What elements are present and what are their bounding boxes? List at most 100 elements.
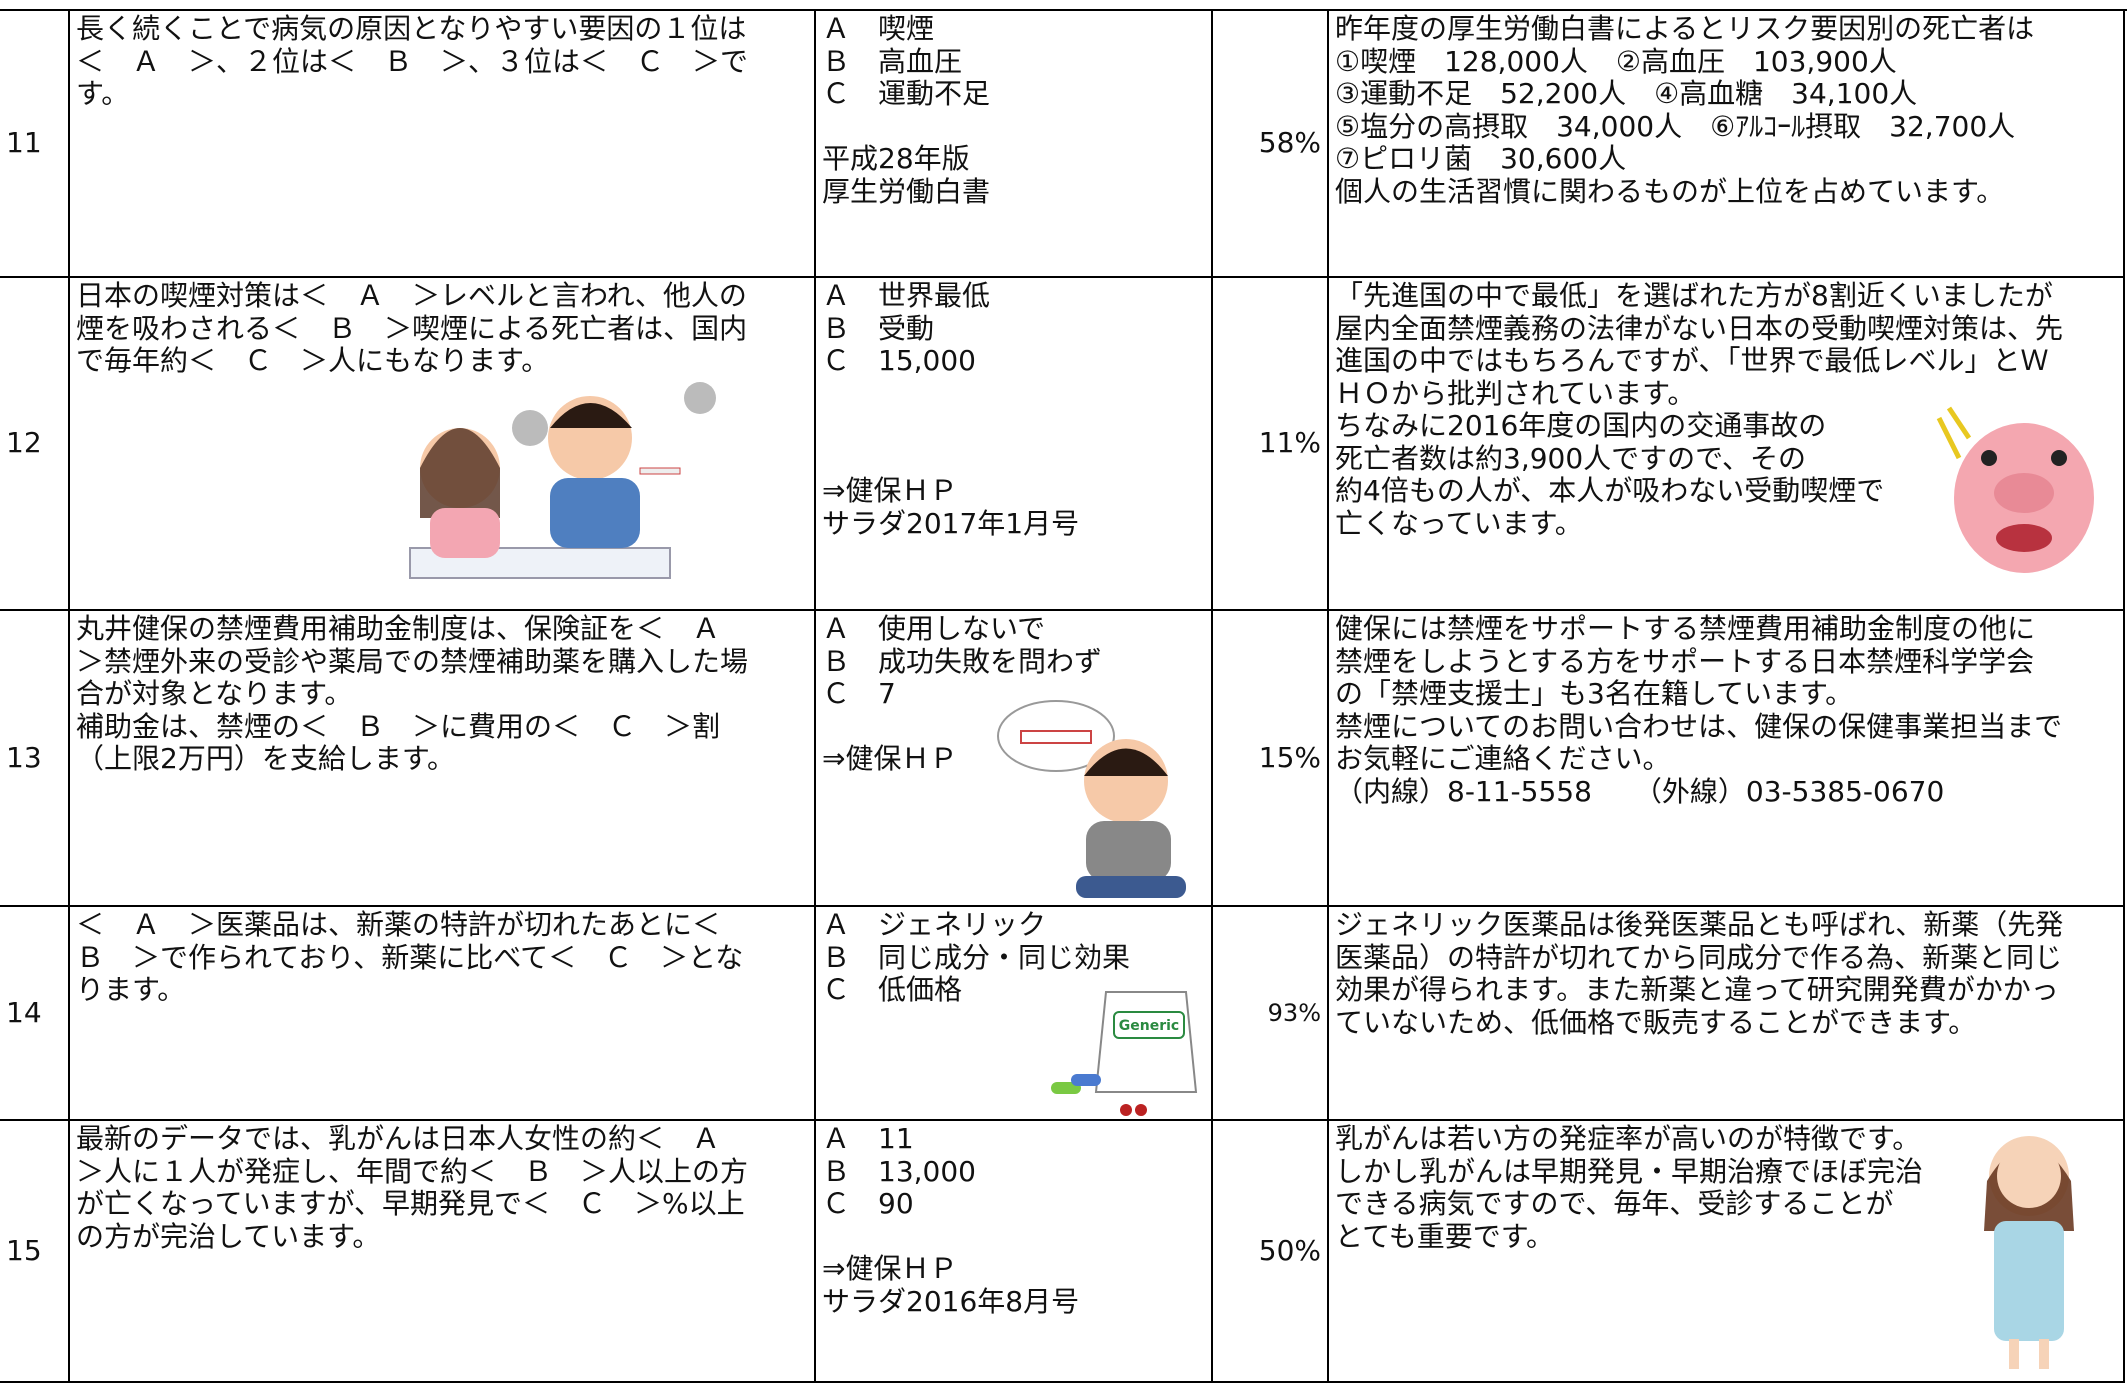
row-number: 13: [0, 611, 68, 907]
explanation-line: お気軽にご連絡ください。: [1335, 742, 1671, 775]
explanation-cell: ジェネリック医薬品は後発医薬品とも呼ばれ、新薬（先発 医薬品）の特許が切れてから同…: [1327, 907, 2125, 1121]
question-line: 補助金は、禁煙の＜ Ｂ ＞に費用の＜ Ｃ ＞割: [76, 709, 721, 743]
source-line: サラダ2016年8月号: [822, 1284, 1080, 1318]
row-number: 14: [0, 907, 68, 1121]
answer-line: Ｂ 成功失敗を問わず: [822, 644, 1103, 678]
thinking-man: [996, 691, 1196, 901]
table: 11 長く続くことで病気の原因となりやすい要因の１位は＜ Ａ ＞、２位は＜ Ｂ ＞…: [0, 9, 2127, 1388]
answer-line: Ｃ 運動不足: [822, 77, 991, 110]
explanation-line: ＨＯから批判されています。: [1335, 376, 1696, 410]
answer-line: Ｂ 同じ成分・同じ効果: [822, 940, 1131, 974]
source-line: サラダ2017年1月号: [822, 506, 1080, 540]
question-cell: 丸井健保の禁煙費用補助金制度は、保険証を＜ Ａ ＞禁煙外来の受診や薬局での禁煙補助…: [68, 611, 814, 907]
rate-cell: 93%: [1211, 907, 1327, 1121]
rate-text: 15%: [1258, 740, 1321, 774]
rate-cell: 58%: [1211, 11, 1327, 278]
row-number-text: 15: [6, 1233, 42, 1267]
answer-line: Ｂ 受動: [822, 311, 935, 345]
source-line: ⇒健保ＨＰ: [822, 1252, 958, 1285]
source: ⇒健保ＨＰ サラダ2017年1月号: [822, 474, 1205, 540]
question-cell: 長く続くことで病気の原因となりやすい要因の１位は＜ Ａ ＞、２位は＜ Ｂ ＞、３…: [68, 11, 814, 278]
answer-line: Ａ ジェネリック: [822, 908, 1047, 941]
source: ⇒健保ＨＰ サラダ2016年8月号: [822, 1252, 1205, 1318]
answer-line: Ｃ 7: [822, 677, 896, 710]
rate-cell: 11%: [1211, 278, 1327, 611]
question-line: ります。: [76, 973, 186, 1006]
question-line: 丸井健保の禁煙費用補助金制度は、保険証を＜ Ａ: [76, 612, 721, 645]
row-number: 11: [0, 11, 68, 278]
explanation-line: 個人の生活習慣に関わるものが上位を占めています。: [1335, 174, 2005, 208]
answer-line: Ｃ 90: [822, 1187, 914, 1220]
explanation-line: 昨年度の厚生労働白書によるとリスク要因別の死亡者は: [1335, 12, 2035, 45]
question-line: で毎年約＜ Ｃ ＞人にもなります。: [76, 344, 550, 377]
question-line: ＞人に１人が発症し、年間で約＜ Ｂ ＞人以上の方: [76, 1154, 749, 1188]
explanation-cell: 健保には禁煙をサポートする禁煙費用補助金制度の他に 禁煙をしようとする方をサポート…: [1327, 611, 2125, 907]
question-line: 日本の喫煙対策は＜ Ａ ＞レベルと言われ、他人の: [76, 279, 747, 312]
question-line: ＞禁煙外来の受診や薬局での禁煙補助薬を購入した場: [76, 644, 749, 678]
source-line: ⇒健保ＨＰ: [822, 474, 958, 507]
source-line: 平成28年版: [822, 142, 970, 175]
answer-line: Ａ 11: [822, 1122, 914, 1155]
question-line: が亡くなっていますが、早期発見で＜ Ｃ ＞%以上: [76, 1187, 745, 1220]
explanation-cell: 昨年度の厚生労働白書によるとリスク要因別の死亡者は ①喫煙 128,000人 ②高…: [1327, 11, 2125, 278]
explanation-line: 乳がんは若い方の発症率が高いのが特徴です。: [1335, 1122, 1921, 1155]
question-line: す。: [76, 77, 130, 110]
answer-cell: Ａ ジェネリック Ｂ 同じ成分・同じ効果 Ｃ 低価格 Generic: [814, 907, 1211, 1121]
row-number-text: 12: [6, 426, 42, 460]
row-number-text: 11: [6, 126, 42, 160]
explanation-line: の「禁煙支援士」も3名在籍しています。: [1335, 677, 1854, 710]
explanation-line: 医薬品）の特許が切れてから同成分で作る為、新薬と同じ: [1335, 940, 2063, 974]
explanation-line: 「先進国の中で最低」を選ばれた方が8割近くいましたが: [1335, 279, 2053, 312]
explanation-line: しかし乳がんは早期発見・早期治療でほぼ完治: [1335, 1154, 1924, 1188]
rate-text: 11%: [1258, 426, 1321, 460]
explanation-line: とても重要です。: [1335, 1219, 1554, 1253]
pig-illustration-svg: [1936, 406, 2094, 573]
generic-drug: Generic: [1046, 982, 1206, 1119]
source: 平成28年版 厚生労働白書: [822, 142, 1205, 208]
source-line: 厚生労働白書: [822, 174, 991, 208]
question-line: 煙を吸わされる＜ Ｂ ＞喫煙による死亡者は、国内: [76, 311, 748, 345]
rate-text: 93%: [1267, 998, 1321, 1027]
question-cell: 日本の喫煙対策は＜ Ａ ＞レベルと言われ、他人の 煙を吸わされる＜ Ｂ ＞喫煙によ…: [68, 278, 814, 611]
explanation-line: 亡くなっています。: [1335, 506, 1583, 540]
pig-illustration: [1929, 398, 2119, 588]
smoking-couple-svg: [409, 382, 716, 579]
explanation-line: 約4倍もの人が、本人が吸わない受動喫煙で: [1335, 474, 1885, 507]
rate-cell: 50%: [1211, 1121, 1327, 1383]
question-line: 長く続くことで病気の原因となりやすい要因の１位は: [76, 12, 747, 45]
woman-patient-svg: [1984, 1136, 2074, 1369]
question-line: の方が完治しています。: [76, 1219, 381, 1253]
answer-cell: Ａ 世界最低 Ｂ 受動 Ｃ 15,000 ⇒健保ＨＰ サラダ2017年1月号: [814, 278, 1211, 611]
question-line: ＜ Ａ ＞、２位は＜ Ｂ ＞、３位は＜ Ｃ ＞で: [76, 44, 749, 78]
explanation-cell: 乳がんは若い方の発症率が高いのが特徴です。 しかし乳がんは早期発見・早期治療でほぼ…: [1327, 1121, 2125, 1383]
explanation-line: ⑤塩分の高摂取 34,000人 ⑥ｱﾙｺｰﾙ摂取 32,700人: [1335, 109, 2016, 143]
explanation-line: （内線）8-11-5558 （外線）03-5385-0670: [1335, 774, 1945, 808]
source: ⇒健保ＨＰ: [822, 742, 1205, 776]
answer-line: Ｂ 13,000: [822, 1154, 976, 1188]
explanation-line: 健保には禁煙をサポートする禁煙費用補助金制度の他に: [1335, 612, 2036, 645]
answer-line: Ａ 喫煙: [822, 12, 935, 45]
thinking-man-svg: [997, 700, 1186, 898]
explanation-line: ジェネリック医薬品は後発医薬品とも呼ばれ、新薬（先発: [1335, 908, 2064, 941]
question-line: 最新のデータでは、乳がんは日本人女性の約＜ Ａ: [76, 1122, 721, 1155]
answer-cell: Ａ 喫煙 Ｂ 高血圧 Ｃ 運動不足 平成28年版 厚生労働白書: [814, 11, 1211, 278]
answer-cell: Ａ 11 Ｂ 13,000 Ｃ 90 ⇒健保ＨＰ サラダ2016年8月号: [814, 1121, 1211, 1383]
explanation-line: ⑦ピロリ菌 30,600人: [1335, 142, 1627, 175]
explanation-line: 死亡者数は約3,900人ですので、その: [1335, 441, 1807, 475]
explanation-line: 禁煙についてのお問い合わせは、健保の保健事業担当まで: [1335, 709, 2063, 743]
question-cell: 最新のデータでは、乳がんは日本人女性の約＜ Ａ ＞人に１人が発症し、年間で約＜ Ｂ…: [68, 1121, 814, 1383]
source-line: ⇒健保ＨＰ: [822, 742, 958, 775]
explanation-line: できる病気ですので、毎年、受診することが: [1335, 1187, 1894, 1220]
smoking-couple: [400, 368, 814, 588]
woman-patient: [1959, 1121, 2099, 1381]
row-number: 12: [0, 278, 68, 611]
explanation-line: 効果が得られます。また新薬と違って研究開発費がかかっ: [1335, 973, 2059, 1006]
explanation-line: ていないため、低価格で販売することができます。: [1335, 1005, 1977, 1039]
explanation-line: ①喫煙 128,000人 ②高血圧 103,900人: [1335, 44, 1897, 78]
answer-line: Ｃ 低価格: [822, 973, 963, 1006]
answer-line: Ｂ 高血圧: [822, 44, 963, 78]
generic-drug-svg: Generic: [1051, 991, 1198, 1116]
explanation-line: 屋内全面禁煙義務の法律がない日本の受動喫煙対策は、先: [1335, 311, 2064, 345]
question-line: 合が対象となります。: [76, 677, 353, 710]
